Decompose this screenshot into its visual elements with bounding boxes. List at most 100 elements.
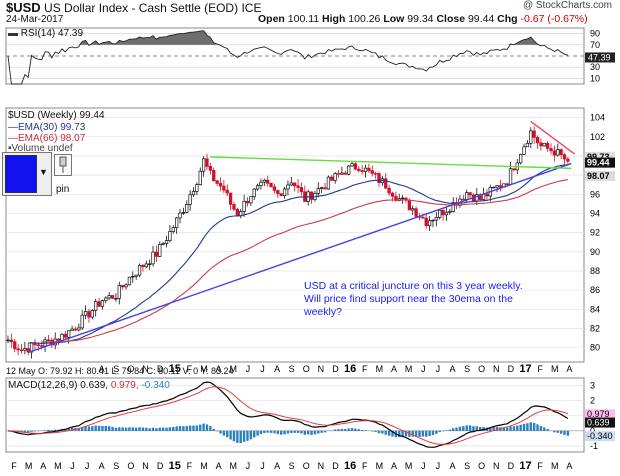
macd-hist-bar xyxy=(290,430,293,433)
x-tick-label: N xyxy=(493,461,500,471)
candle-body xyxy=(529,130,533,144)
macd-hist-bar xyxy=(219,430,222,434)
macd-hist-bar xyxy=(239,430,242,444)
color-picker[interactable]: ▼ xyxy=(2,152,52,196)
macd-hist-bar xyxy=(350,428,354,431)
x-tick-label: J xyxy=(246,461,251,471)
candle-body xyxy=(225,189,229,194)
macd-hist-bar xyxy=(97,425,101,431)
candle-body xyxy=(205,158,209,167)
instrument-name: US Dollar Index - Cash Settle (EOD) xyxy=(44,1,239,15)
macd-hist-bar xyxy=(317,430,320,434)
macd-hist-bar xyxy=(529,422,532,431)
x-tick-label: O xyxy=(127,364,134,374)
macd-hist-bar xyxy=(81,426,84,431)
macd-hist-bar xyxy=(182,426,185,431)
price-tick-label: 88 xyxy=(590,266,600,276)
chevron-down-icon[interactable]: ▼ xyxy=(39,167,48,177)
price-tick-label: 96 xyxy=(590,189,600,199)
macd-hist-bar xyxy=(263,430,266,433)
x-tick-label: S xyxy=(464,461,470,471)
macd-hist-bar xyxy=(404,430,408,437)
open-value: 100.11 xyxy=(287,13,320,25)
ema30-legend-icon: — xyxy=(8,122,18,133)
candle-body xyxy=(421,216,425,219)
candle-body xyxy=(427,220,432,227)
x-tick-label: D xyxy=(508,364,515,374)
x-tick-label: F xyxy=(537,461,543,471)
candle-body xyxy=(242,200,246,212)
candle-body xyxy=(36,344,41,347)
macd-hist-bar xyxy=(512,426,516,431)
macd-hist-bar xyxy=(286,430,290,434)
candle-body xyxy=(444,211,449,216)
macd-hist-bar xyxy=(344,429,347,431)
candle-body xyxy=(19,349,24,351)
x-tick-label: M xyxy=(200,461,208,471)
candle-body xyxy=(299,187,304,193)
candle-body xyxy=(249,196,253,204)
macd-hist-bar xyxy=(448,429,452,431)
low-value: 99.34 xyxy=(407,13,434,25)
macd-hist-bar xyxy=(114,427,118,431)
x-tick-label: F xyxy=(11,461,17,471)
x-tick-label: A xyxy=(449,364,455,374)
macd-hist-bar xyxy=(84,426,87,431)
macd-hist-bar xyxy=(229,430,232,440)
price-tick-label: 90 xyxy=(590,247,600,257)
x-tick-label: D xyxy=(508,461,515,471)
macd-hist-bar xyxy=(188,425,192,431)
x-tick-label: 15 xyxy=(169,460,181,472)
macd-hist-bar xyxy=(121,427,124,431)
candle-body xyxy=(272,186,277,191)
price-tick-label: 94 xyxy=(590,208,600,218)
macd-hist-bar xyxy=(111,426,114,431)
x-tick-label: M xyxy=(551,461,559,471)
macd-hist-bar xyxy=(455,427,458,431)
candle-body xyxy=(384,178,388,189)
macd-hist-bar xyxy=(178,426,182,431)
macd-hist-bar xyxy=(360,429,364,431)
macd-hist-bar xyxy=(387,430,391,436)
candle-body xyxy=(164,240,169,244)
candle-body xyxy=(198,170,202,186)
candle-body xyxy=(144,263,148,268)
macd-tag: -0.340 xyxy=(587,431,613,441)
candle-body xyxy=(6,339,10,342)
candle-body xyxy=(549,148,553,152)
x-tick-label: S xyxy=(113,461,119,471)
price-legend-label: $USD (Weekly) 99.44 xyxy=(8,110,105,121)
candle-body xyxy=(367,167,371,171)
candle-body xyxy=(390,192,395,197)
macd-legend-label: MACD(12,26,9) xyxy=(8,380,78,391)
candle-body xyxy=(23,348,27,351)
macd-hist-bar xyxy=(226,430,229,438)
macd-hist-bar xyxy=(543,427,546,431)
macd-hist-bar xyxy=(77,428,81,431)
x-tick-label: J xyxy=(260,461,265,471)
x-tick-label: A xyxy=(391,364,397,374)
macd-hist-bar xyxy=(172,427,175,431)
color-swatch[interactable] xyxy=(5,155,37,193)
candle-body xyxy=(387,187,391,194)
exchange: ICE xyxy=(241,1,262,15)
x-tick-label: S xyxy=(289,364,295,374)
pin-icon[interactable] xyxy=(54,154,72,176)
annotation-note: USD at a critical juncture on this 3 yea… xyxy=(304,280,523,318)
candle-body xyxy=(353,163,358,170)
macd-hist-bar xyxy=(276,430,280,435)
x-tick-label: O xyxy=(127,461,134,471)
price-tag-bg xyxy=(585,151,615,162)
x-tick-label: M xyxy=(200,364,208,374)
candle-body xyxy=(63,333,67,338)
candle-body xyxy=(347,165,351,175)
macd-hist-bar xyxy=(124,427,128,431)
x-tick-label: A xyxy=(216,364,222,374)
macd-hist-bar xyxy=(107,426,111,431)
candle-body xyxy=(461,198,465,201)
x-tick-label: N xyxy=(318,461,325,471)
low-label: Low xyxy=(383,13,405,25)
ema66-line xyxy=(41,179,568,343)
macd-hist-bar xyxy=(131,427,134,431)
